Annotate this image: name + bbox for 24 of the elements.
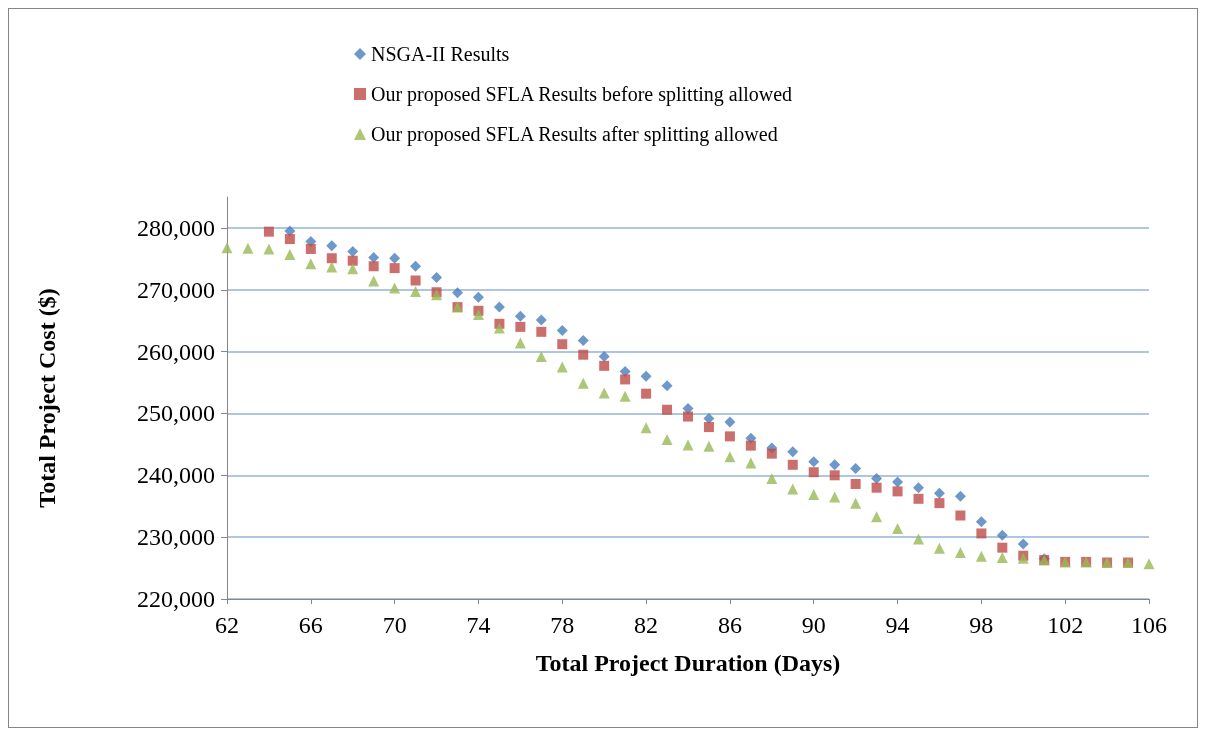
x-tick-label: 106 (1131, 612, 1167, 638)
legend-label: NSGA-II Results (371, 43, 510, 65)
y-tick-label: 220,000 (137, 586, 215, 612)
x-tick-label: 94 (885, 612, 910, 638)
legend-label: Our proposed SFLA Results after splitting allowed (371, 123, 778, 146)
y-tick-label: 260,000 (137, 338, 215, 365)
x-tick-label: 86 (717, 612, 742, 638)
x-axis-title: Total Project Duration (Days) (535, 650, 841, 676)
y-axis-title: Total Project Cost ($) (34, 288, 60, 508)
x-tick-label: 82 (634, 612, 659, 638)
legend-label: Our proposed SFLA Results before splitting allowed (371, 83, 793, 106)
x-tick-label: 78 (550, 612, 575, 638)
y-tick-label: 230,000 (137, 524, 215, 551)
y-tick-label: 240,000 (137, 462, 215, 489)
y-tick-label: 280,000 (137, 214, 215, 241)
x-tick-label: 98 (969, 612, 994, 638)
y-tick-label: 270,000 (137, 276, 215, 303)
x-tick-label: 66 (298, 612, 323, 638)
x-tick-label: 62 (215, 612, 239, 638)
x-tick-label: 74 (466, 612, 491, 638)
x-tick-label: 102 (1047, 612, 1084, 638)
x-tick-label: 90 (801, 612, 826, 638)
x-tick-label: 70 (382, 612, 407, 638)
y-tick-label: 250,000 (137, 400, 215, 427)
